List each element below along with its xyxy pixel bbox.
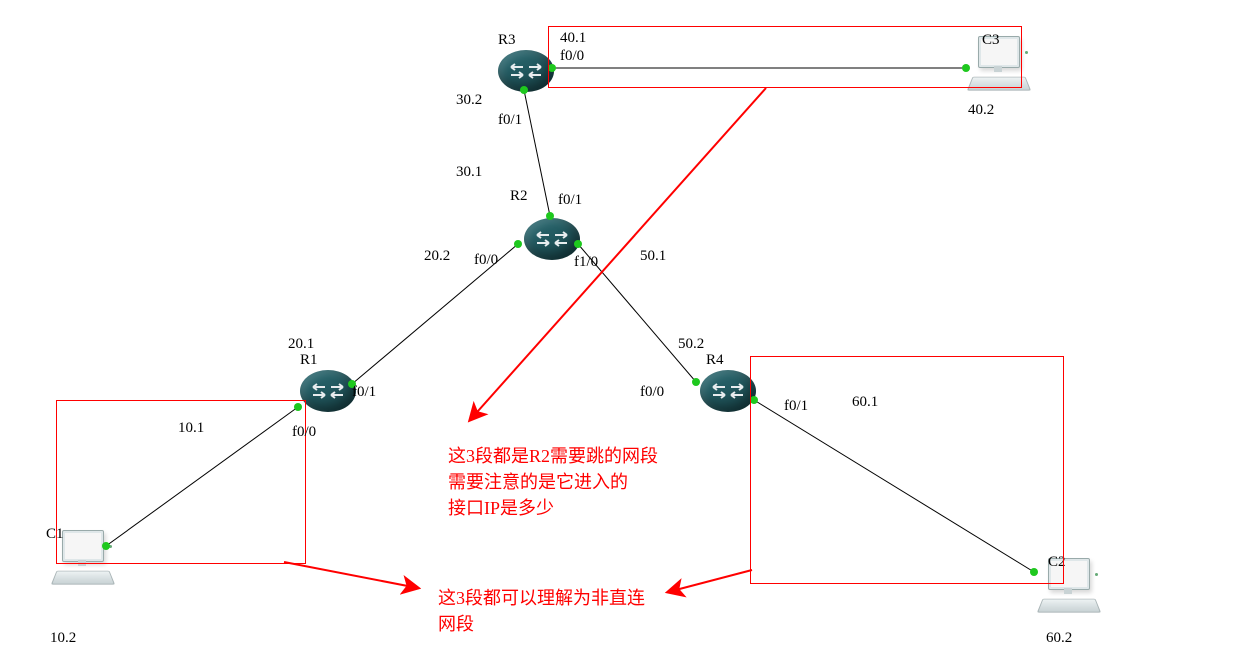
- text-label: 30.2: [456, 92, 482, 109]
- text-label: 10.2: [50, 630, 76, 647]
- text-label: f0/0: [640, 384, 664, 401]
- annotation-text: 网段: [438, 610, 474, 636]
- diagram-canvas: R1R2R3R4C1C2C340.1f0/040.230.2f0/130.1f0…: [0, 0, 1256, 662]
- highlight-rect: [750, 356, 1064, 584]
- text-label: 20.2: [424, 248, 450, 265]
- annotation-arrow: [284, 562, 418, 588]
- text-label: f1/0: [574, 254, 598, 271]
- port-dot: [574, 240, 582, 248]
- text-label: f0/0: [292, 424, 316, 441]
- text-label: f0/1: [558, 192, 582, 209]
- annotation-text: 这3段都是R2需要跳的网段: [448, 442, 658, 468]
- port-dot: [520, 86, 528, 94]
- text-label: 10.1: [178, 420, 204, 437]
- router-r4: [700, 370, 756, 412]
- text-label: 40.1: [560, 30, 586, 47]
- text-label: 20.1: [288, 336, 314, 353]
- text-label: 30.1: [456, 164, 482, 181]
- text-label: 50.2: [678, 336, 704, 353]
- highlight-rect: [548, 26, 1022, 88]
- text-label: R2: [510, 188, 528, 205]
- text-label: 60.1: [852, 394, 878, 411]
- annotation-text: 这3段都可以理解为非直连: [438, 584, 645, 610]
- port-dot: [692, 378, 700, 386]
- text-label: f0/1: [352, 384, 376, 401]
- text-label: 40.2: [968, 102, 994, 119]
- text-label: 50.1: [640, 248, 666, 265]
- text-label: f0/0: [560, 48, 584, 65]
- text-label: R4: [706, 352, 724, 369]
- text-label: 60.2: [1046, 630, 1072, 647]
- text-label: f0/1: [784, 398, 808, 415]
- annotation-arrow: [668, 570, 752, 592]
- router-r1: [300, 370, 356, 412]
- port-dot: [546, 212, 554, 220]
- annotation-text: 接口IP是多少: [448, 494, 554, 520]
- text-label: f0/0: [474, 252, 498, 269]
- text-label: R3: [498, 32, 516, 49]
- edge: [524, 90, 550, 216]
- port-dot: [514, 240, 522, 248]
- router-r2: [524, 218, 580, 260]
- text-label: R1: [300, 352, 318, 369]
- annotation-text: 需要注意的是它进入的: [448, 468, 628, 494]
- text-label: f0/1: [498, 112, 522, 129]
